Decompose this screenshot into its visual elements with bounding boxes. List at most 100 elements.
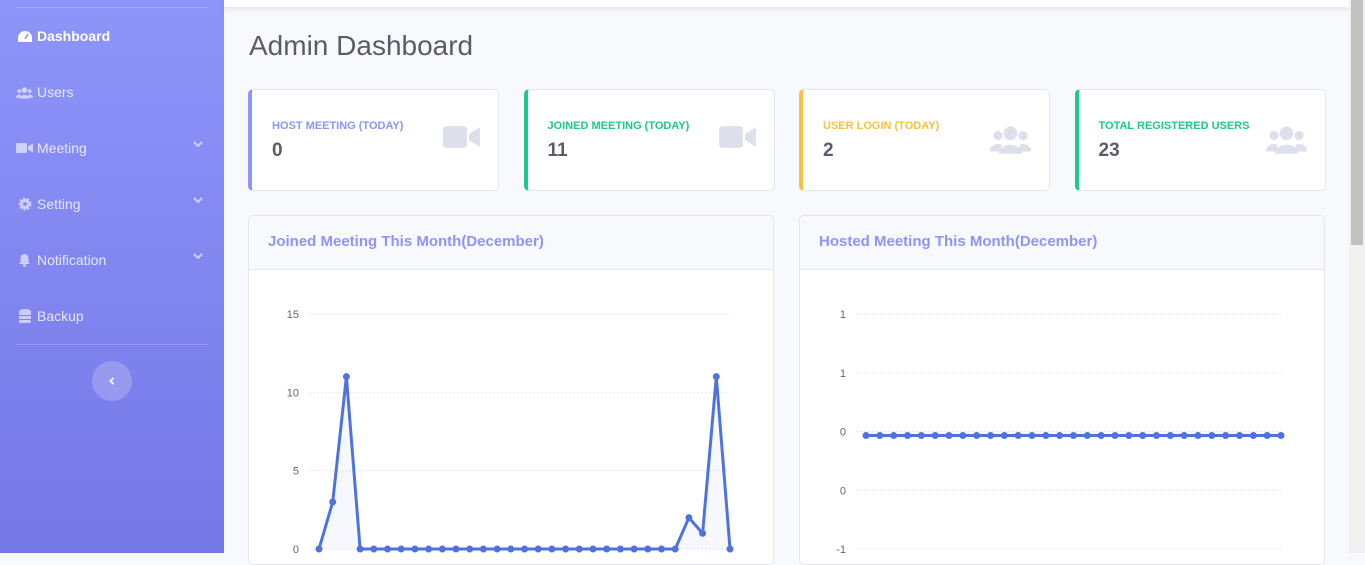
data-point[interactable] <box>548 545 556 553</box>
data-point[interactable] <box>1125 432 1133 439</box>
data-point[interactable] <box>479 545 487 553</box>
data-point[interactable] <box>1208 432 1216 439</box>
data-point[interactable] <box>1042 432 1050 439</box>
data-point[interactable] <box>630 545 638 553</box>
data-point[interactable] <box>1056 432 1064 439</box>
data-point[interactable] <box>1263 432 1271 439</box>
data-point[interactable] <box>1222 432 1230 439</box>
sidebar-divider <box>16 344 208 345</box>
data-point[interactable] <box>329 498 337 506</box>
data-point[interactable] <box>917 432 925 439</box>
data-point[interactable] <box>521 545 528 553</box>
data-point[interactable] <box>370 545 378 553</box>
sidebar-item-label: Backup <box>37 308 84 324</box>
stat-card-value: 2 <box>823 140 834 161</box>
users-icon <box>1265 124 1307 159</box>
sidebar-item-label: Setting <box>37 196 81 212</box>
data-point[interactable] <box>1097 432 1105 439</box>
data-point[interactable] <box>644 545 652 553</box>
y-tick-label: 15 <box>287 309 299 321</box>
data-point[interactable] <box>356 545 364 553</box>
data-point[interactable] <box>1028 432 1036 439</box>
data-point[interactable] <box>1249 432 1257 439</box>
data-point[interactable] <box>493 545 501 553</box>
data-point[interactable] <box>890 432 898 439</box>
stat-card: Host Meeting (Today) 0 <box>248 89 499 191</box>
data-point[interactable] <box>726 545 734 553</box>
data-point[interactable] <box>904 432 911 439</box>
data-point[interactable] <box>699 529 707 537</box>
y-tick-label: 1 <box>840 368 846 380</box>
gear-icon <box>16 197 33 211</box>
data-point[interactable] <box>507 545 515 553</box>
line-chart: 0 5 10 15 <box>287 309 734 556</box>
data-point[interactable] <box>616 545 624 553</box>
data-point[interactable] <box>712 373 720 381</box>
data-point[interactable] <box>671 545 679 553</box>
sidebar-item-dashboard[interactable]: Dashboard <box>16 24 208 48</box>
data-point[interactable] <box>411 545 419 553</box>
data-point[interactable] <box>466 545 474 553</box>
data-point[interactable] <box>1083 432 1091 439</box>
stat-card-value: 11 <box>547 140 568 161</box>
video-icon <box>443 124 480 155</box>
data-point[interactable] <box>1111 432 1119 439</box>
data-point[interactable] <box>575 545 583 553</box>
data-point[interactable] <box>1236 432 1243 439</box>
sidebar-item-label: Notification <box>37 252 107 268</box>
data-point[interactable] <box>945 432 953 439</box>
data-point[interactable] <box>685 514 693 522</box>
y-tick-label: -1 <box>836 544 846 556</box>
sidebar-item-meeting[interactable]: Meeting <box>16 136 208 160</box>
data-point[interactable] <box>1000 432 1008 439</box>
y-tick-label: 0 <box>840 485 846 497</box>
data-point[interactable] <box>959 432 967 439</box>
sidebar-item-label: Users <box>37 84 74 100</box>
data-point[interactable] <box>973 432 981 439</box>
topbar <box>224 0 1349 7</box>
stat-card-value: 0 <box>272 140 283 161</box>
data-point[interactable] <box>425 545 433 553</box>
data-point[interactable] <box>658 545 665 553</box>
data-point[interactable] <box>876 432 884 439</box>
data-point[interactable] <box>1166 432 1174 439</box>
video-icon <box>16 141 33 155</box>
scrollbar-thumb[interactable] <box>1351 0 1363 245</box>
y-tick-label: 5 <box>293 466 299 478</box>
data-point[interactable] <box>603 545 611 553</box>
sidebar-toggle-button[interactable] <box>92 361 132 401</box>
stat-card-value: 23 <box>1098 140 1120 161</box>
sidebar-item-users[interactable]: Users <box>16 80 208 104</box>
data-point[interactable] <box>862 432 870 439</box>
sidebar-item-setting[interactable]: Setting <box>16 192 208 216</box>
sidebar-item-notification[interactable]: Notification <box>16 248 208 272</box>
data-point[interactable] <box>562 545 570 553</box>
data-point[interactable] <box>931 432 939 439</box>
sidebar-divider <box>16 7 208 8</box>
sidebar-item-backup[interactable]: Backup <box>16 304 208 328</box>
data-point[interactable] <box>438 545 446 553</box>
data-point[interactable] <box>1194 432 1202 439</box>
data-point[interactable] <box>987 432 994 439</box>
data-point[interactable] <box>589 545 597 553</box>
data-point[interactable] <box>1277 432 1285 439</box>
data-point[interactable] <box>397 545 405 553</box>
data-point[interactable] <box>534 545 542 553</box>
data-point[interactable] <box>315 545 323 553</box>
data-point[interactable] <box>452 545 460 553</box>
chart-title: Joined Meeting This Month(December) <box>249 216 773 270</box>
sidebar: Dashboard Users Meeting Setting Notification… <box>0 0 224 553</box>
scrollbar[interactable] <box>1349 0 1365 553</box>
chevron-down-icon <box>193 253 203 260</box>
data-point[interactable] <box>342 373 350 381</box>
data-point[interactable] <box>1014 432 1022 439</box>
data-point[interactable] <box>1180 432 1188 439</box>
data-point[interactable] <box>384 545 391 553</box>
chevron-left-icon <box>109 377 115 385</box>
stat-card: Joined Meeting (Today) 11 <box>523 89 775 191</box>
data-point[interactable] <box>1153 432 1160 439</box>
data-point[interactable] <box>1070 432 1077 439</box>
bell-icon <box>16 253 33 267</box>
video-icon <box>718 124 756 155</box>
data-point[interactable] <box>1139 432 1147 439</box>
